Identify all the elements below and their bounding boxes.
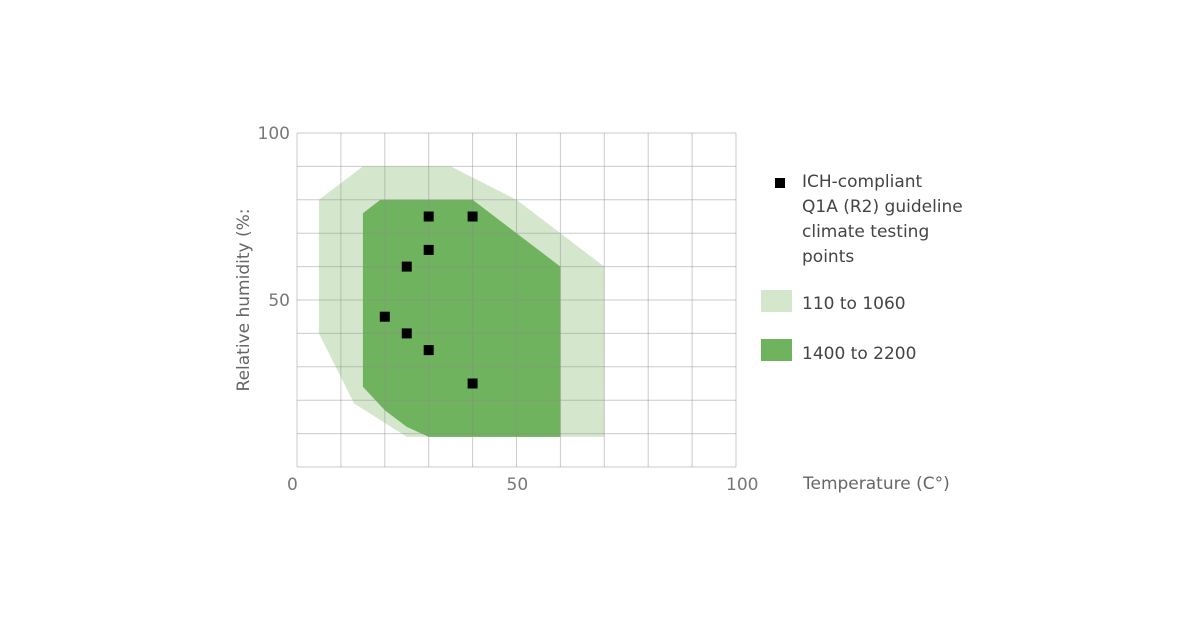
legend: ICH-compliant Q1A (R2) guideline climate… [761, 172, 963, 364]
data-point-0 [423, 211, 434, 222]
data-point-5 [401, 328, 412, 339]
y-tick-label-50: 50 [268, 291, 290, 311]
y-axis-title: Relative humidity (%: [234, 209, 254, 392]
legend-label-points-4: points [802, 247, 854, 267]
x-axis-title: Temperature (C°) [802, 474, 950, 494]
legend-swatch-light [761, 290, 792, 312]
legend-label-light: 110 to 1060 [802, 294, 906, 314]
x-tick-label-100: 100 [726, 475, 758, 495]
grid-layer [296, 132, 737, 468]
legend-label-points-1: ICH-compliant [802, 172, 923, 192]
y-tick-label-100: 100 [258, 124, 290, 144]
data-point-3 [401, 261, 412, 272]
region-1 [362, 199, 561, 437]
data-point-6 [423, 345, 434, 356]
x-tick-label-0: 0 [287, 475, 298, 495]
data-point-4 [379, 311, 390, 322]
legend-marker-points [775, 178, 785, 188]
regions-layer [318, 166, 605, 437]
legend-label-points-2: Q1A (R2) guideline [802, 197, 963, 217]
x-tick-label-50: 50 [507, 475, 529, 495]
data-point-1 [467, 211, 478, 222]
data-point-2 [423, 244, 434, 255]
points-layer [379, 211, 478, 389]
data-point-7 [467, 378, 478, 389]
legend-label-points-3: climate testing [802, 222, 929, 242]
legend-label-dark: 1400 to 2200 [802, 344, 916, 364]
legend-swatch-dark [761, 339, 792, 361]
ticks-layer: 0 50 100 50 100 [258, 124, 759, 495]
